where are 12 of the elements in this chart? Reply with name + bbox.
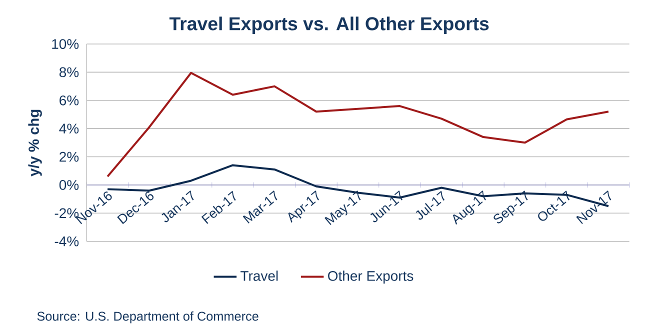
legend-label: Other Exports (328, 270, 414, 284)
y-tick-label: 6% (60, 95, 79, 106)
y-tick-label: 8% (59, 67, 79, 78)
y-axis-title: y/y % chg (28, 110, 42, 176)
legend-label: Travel (240, 270, 278, 281)
y-tick-label: 4% (59, 124, 79, 134)
y-tick-label: 2% (60, 152, 79, 162)
chart-title: Travel Exports vs. All Other Exports (169, 16, 489, 34)
y-tick-label: -4% (54, 236, 79, 246)
source-note: Source: U.S. Department of Commerce (37, 311, 258, 324)
y-tick-label: 0% (59, 180, 79, 190)
y-tick-label: 10% (52, 39, 79, 49)
